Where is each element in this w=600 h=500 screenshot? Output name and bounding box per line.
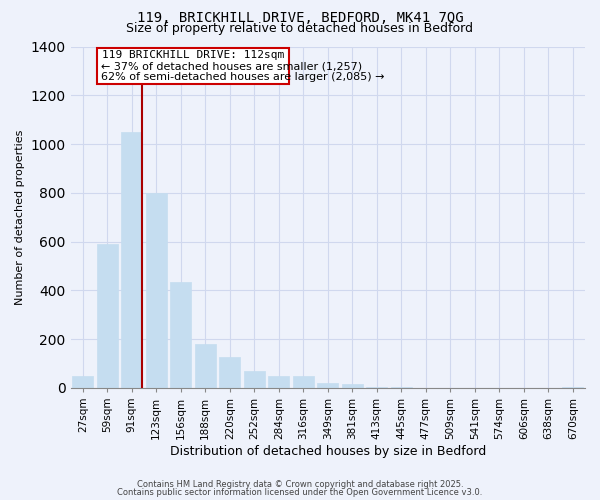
Bar [342,384,362,388]
Bar [195,344,215,388]
Bar [97,244,118,388]
Y-axis label: Number of detached properties: Number of detached properties [15,130,25,305]
Bar [244,370,265,388]
Bar [293,376,314,388]
Text: 119, BRICKHILL DRIVE, BEDFORD, MK41 7QG: 119, BRICKHILL DRIVE, BEDFORD, MK41 7QG [137,11,463,25]
Text: Size of property relative to detached houses in Bedford: Size of property relative to detached ho… [127,22,473,35]
Text: ← 37% of detached houses are smaller (1,257): ← 37% of detached houses are smaller (1,… [101,61,362,71]
Bar [268,376,289,388]
Bar [562,386,583,388]
Bar [220,358,240,388]
Bar [121,132,142,388]
X-axis label: Distribution of detached houses by size in Bedford: Distribution of detached houses by size … [170,444,486,458]
Bar [317,383,338,388]
FancyBboxPatch shape [97,48,289,84]
Text: Contains HM Land Registry data © Crown copyright and database right 2025.: Contains HM Land Registry data © Crown c… [137,480,463,489]
Text: 62% of semi-detached houses are larger (2,085) →: 62% of semi-detached houses are larger (… [101,72,385,82]
Bar [146,193,167,388]
Bar [367,386,387,388]
Text: Contains public sector information licensed under the Open Government Licence v3: Contains public sector information licen… [118,488,482,497]
Bar [73,376,93,388]
Bar [170,282,191,388]
Text: 119 BRICKHILL DRIVE: 112sqm: 119 BRICKHILL DRIVE: 112sqm [102,50,284,60]
